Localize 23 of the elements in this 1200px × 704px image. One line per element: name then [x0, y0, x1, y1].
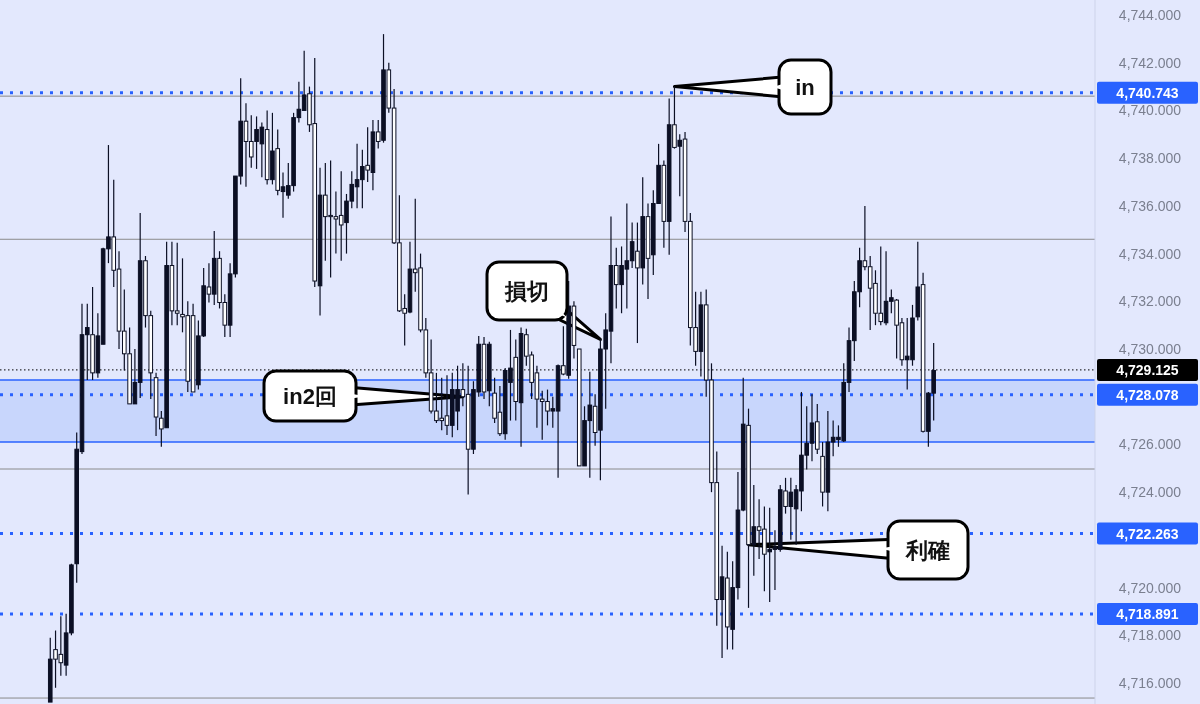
ref-line-label: 4,722.263 [1116, 525, 1179, 542]
y-tick-label: 4,738.000 [1118, 150, 1182, 167]
y-tick-label: 4,718.000 [1118, 627, 1182, 644]
annotation: in2回 [283, 384, 337, 409]
ref-line-label: 4,728.078 [1116, 386, 1179, 403]
y-tick-label: 4,726.000 [1118, 436, 1182, 453]
y-tick-label: 4,736.000 [1118, 197, 1182, 214]
annotation: 利確 [905, 538, 950, 563]
y-tick-label: 4,744.000 [1118, 7, 1182, 24]
y-tick-label: 4,732.000 [1118, 293, 1182, 310]
y-tick-label: 4,740.000 [1118, 102, 1182, 119]
y-tick-label: 4,724.000 [1118, 484, 1182, 501]
annotation: 損切 [504, 279, 549, 304]
ref-line-label: 4,740.743 [1116, 84, 1179, 101]
annotation: in [795, 75, 815, 100]
callout: 損切 [485, 260, 569, 322]
ref-line-label: 4,718.891 [1116, 606, 1179, 623]
ref-line-label: 4,729.125 [1116, 361, 1179, 378]
y-tick-label: 4,720.000 [1118, 579, 1182, 596]
y-tick-label: 4,734.000 [1118, 245, 1182, 262]
y-tick-label: 4,742.000 [1118, 54, 1182, 71]
y-tick-label: 4,716.000 [1118, 675, 1182, 692]
y-tick-label: 4,730.000 [1118, 341, 1182, 358]
